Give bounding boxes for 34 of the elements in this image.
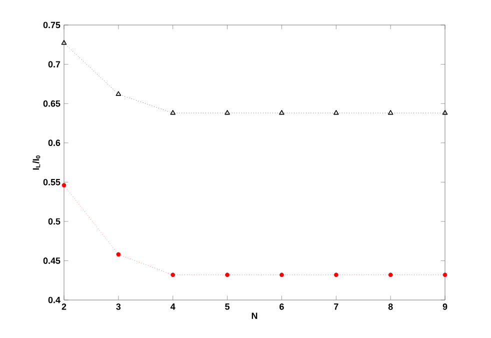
y-tick-label: 0.65 xyxy=(43,100,60,107)
x-axis-title: N xyxy=(252,312,258,319)
x-tick-label: 4 xyxy=(170,304,176,310)
point xyxy=(442,272,448,278)
point xyxy=(280,272,284,278)
y-axis-title: I$_{L}$/I$_{0}$ xyxy=(32,156,40,170)
point xyxy=(388,110,394,115)
x-tick-label: 6 xyxy=(280,304,284,310)
x-tick-label: 7 xyxy=(334,304,338,310)
point xyxy=(388,272,393,278)
point xyxy=(334,272,338,278)
point xyxy=(170,272,176,278)
x-tick-label: 8 xyxy=(388,304,393,310)
y-tick-label: 0.6 xyxy=(48,140,60,146)
y-tick-label: 0.55 xyxy=(43,178,60,186)
point xyxy=(279,110,284,115)
x-tick-label: 3 xyxy=(116,304,121,310)
point xyxy=(61,40,67,45)
point xyxy=(333,110,339,115)
point xyxy=(442,110,448,115)
y-tick-label: 0.4 xyxy=(48,296,60,304)
y-tick-label: 0.75 xyxy=(43,22,60,28)
point xyxy=(224,110,230,115)
y-tick-label: 0.45 xyxy=(43,258,60,264)
point xyxy=(225,272,230,278)
x-tick-label: 5 xyxy=(225,304,230,310)
x-tick-label: 2 xyxy=(62,304,66,310)
point xyxy=(62,183,66,188)
point xyxy=(116,252,121,257)
x-tick-label: 9 xyxy=(442,304,448,310)
point xyxy=(116,91,122,96)
point xyxy=(170,110,176,115)
y-tick-label: 0.7 xyxy=(48,61,60,68)
y-tick-label: 0.5 xyxy=(48,218,60,225)
